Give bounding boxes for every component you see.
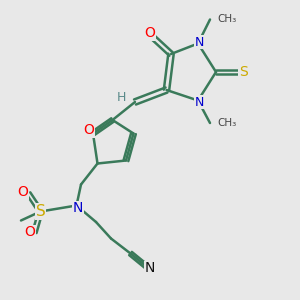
Text: N: N bbox=[195, 95, 204, 109]
Text: O: O bbox=[83, 123, 94, 137]
Text: N: N bbox=[145, 262, 155, 275]
Text: O: O bbox=[145, 26, 155, 40]
Text: H: H bbox=[117, 91, 126, 104]
Text: O: O bbox=[17, 185, 28, 199]
Text: CH₃: CH₃ bbox=[218, 118, 237, 128]
Text: N: N bbox=[73, 202, 83, 215]
Text: O: O bbox=[25, 226, 35, 239]
Text: S: S bbox=[36, 204, 45, 219]
Text: N: N bbox=[195, 35, 204, 49]
Text: S: S bbox=[238, 65, 247, 79]
Text: CH₃: CH₃ bbox=[218, 14, 237, 25]
